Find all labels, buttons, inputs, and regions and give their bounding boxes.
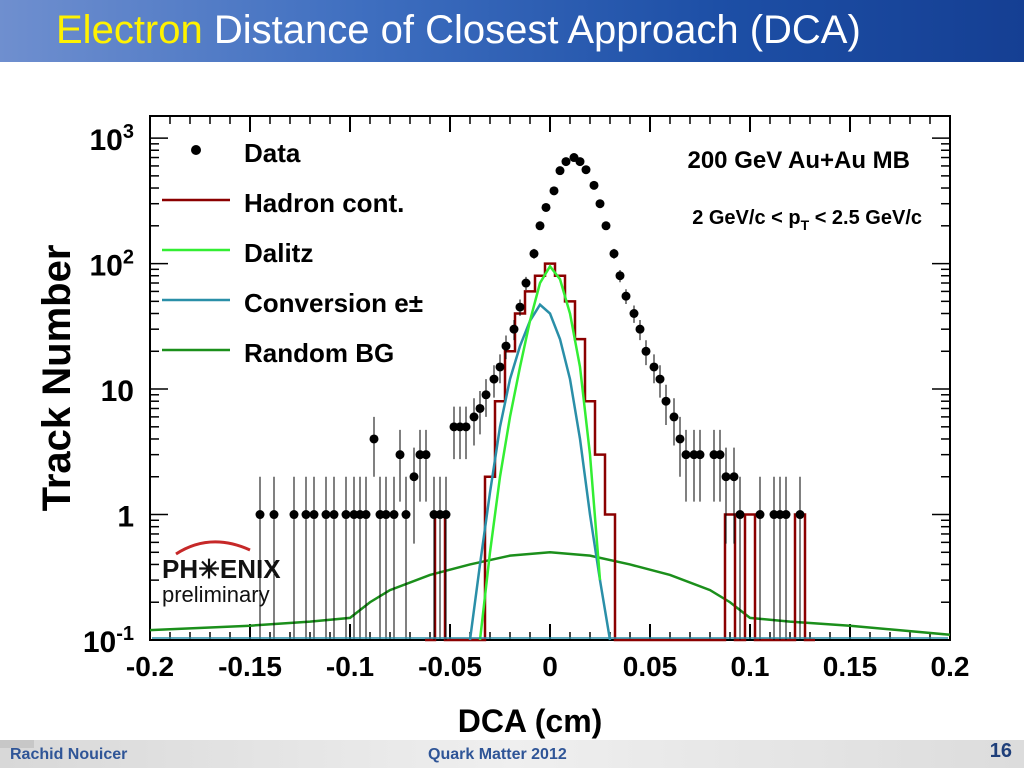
footer-accent: [0, 740, 34, 748]
data-point: [581, 165, 591, 175]
title-highlight: Electron: [56, 8, 203, 52]
x-tick-label: -0.15: [218, 651, 282, 682]
y-tick-label: 103: [90, 121, 135, 157]
data-point: [341, 510, 351, 520]
data-point: [541, 202, 551, 212]
data-point: [521, 278, 531, 288]
annotation-pt-range: 2 GeV/c < pT < 2.5 GeV/c: [692, 207, 922, 233]
x-tick-label: -0.05: [418, 651, 482, 682]
data-point: [269, 510, 279, 520]
x-tick-label: 0.05: [623, 651, 678, 682]
data-point: [495, 362, 505, 372]
data-point: [695, 450, 705, 460]
data-point: [675, 434, 685, 444]
x-tick-label: -0.1: [326, 651, 374, 682]
data-point: [681, 450, 691, 460]
data-point: [635, 324, 645, 334]
data-point: [649, 362, 659, 372]
data-point: [309, 510, 319, 520]
data-point: [715, 450, 725, 460]
data-point: [255, 510, 265, 520]
data-point: [589, 180, 599, 190]
data-point: [595, 199, 605, 209]
data-point: [395, 450, 405, 460]
data-point: [475, 403, 485, 413]
y-axis-label: Track Number: [35, 245, 79, 512]
data-point: [509, 324, 519, 334]
data-point: [781, 510, 791, 520]
legend-label: Conversion e±: [244, 288, 423, 318]
data-point: [369, 434, 379, 444]
data-point: [515, 302, 525, 312]
data-point: [535, 221, 545, 231]
data-point: [421, 450, 431, 460]
series-hadron-cont: [425, 262, 815, 642]
data-point: [641, 346, 651, 356]
y-tick-label: 10: [101, 375, 134, 408]
data-point: [609, 249, 619, 259]
data-point: [469, 412, 479, 422]
data-point: [621, 291, 631, 301]
data-point: [361, 510, 371, 520]
footer: Rachid Nouicer Quark Matter 2012 16: [0, 740, 1024, 768]
data-point: [601, 221, 611, 231]
legend-marker-data: [191, 145, 201, 155]
data-point: [629, 309, 639, 319]
data-point: [735, 510, 745, 520]
data-point: [669, 412, 679, 422]
data-point: [381, 510, 391, 520]
data-point: [321, 510, 331, 520]
data-point: [575, 157, 585, 167]
legend-label: Random BG: [244, 338, 394, 368]
y-tick-label: 10-1: [83, 623, 134, 659]
logo-arc: [175, 540, 251, 556]
data-point: [721, 472, 731, 482]
data-point: [549, 186, 559, 196]
slide-title: Electron Distance of Closest Approach (D…: [56, 6, 861, 54]
series-dalitz: [478, 264, 602, 641]
x-tick-label: -0.2: [126, 651, 174, 682]
series-random-bg: [149, 551, 951, 637]
logo-preliminary: preliminary: [162, 582, 270, 607]
data-point: [489, 374, 499, 384]
data-point: [481, 390, 491, 400]
data-point: [329, 510, 339, 520]
legend-label: Dalitz: [244, 238, 313, 268]
data-point: [441, 510, 451, 520]
title-rest: Distance of Closest Approach (DCA): [202, 8, 861, 52]
footer-author: Rachid Nouicer: [10, 746, 128, 763]
data-point: [461, 422, 471, 432]
data-point: [561, 157, 571, 167]
data-point: [755, 510, 765, 520]
annotation-energy: 200 GeV Au+Au MB: [687, 147, 910, 174]
data-point: [655, 374, 665, 384]
data-point: [501, 341, 511, 351]
x-axis-label: DCA (cm): [458, 703, 603, 739]
x-tick-label: 0.15: [823, 651, 878, 682]
data-point: [529, 249, 539, 259]
data-point: [409, 472, 419, 482]
footer-conference: Quark Matter 2012: [428, 746, 567, 763]
legend-label: Hadron cont.: [244, 188, 404, 218]
x-tick-label: 0.1: [731, 651, 770, 682]
data-point: [301, 510, 311, 520]
data-point: [389, 510, 399, 520]
logo-text: PH✳ENIX: [162, 554, 281, 584]
legend-label: Data: [244, 138, 301, 168]
title-bar: Electron Distance of Closest Approach (D…: [0, 0, 1024, 62]
data-point: [795, 510, 805, 520]
data-point: [615, 271, 625, 281]
y-tick-label: 1: [117, 501, 134, 534]
x-tick-label: 0: [542, 651, 558, 682]
data-point: [729, 472, 739, 482]
data-point: [661, 396, 671, 406]
page-number: 16: [989, 740, 1012, 762]
data-point: [555, 166, 565, 176]
x-tick-label: 0.2: [931, 651, 970, 682]
dca-chart: -0.2 -0.15 -0.1 -0.05 0 0.05 0.1 0.15 0.2 10-1 1 10…: [35, 115, 970, 739]
series-conversion: [468, 302, 612, 641]
data-point: [401, 510, 411, 520]
y-tick-label: 102: [90, 247, 135, 283]
data-point: [289, 510, 299, 520]
